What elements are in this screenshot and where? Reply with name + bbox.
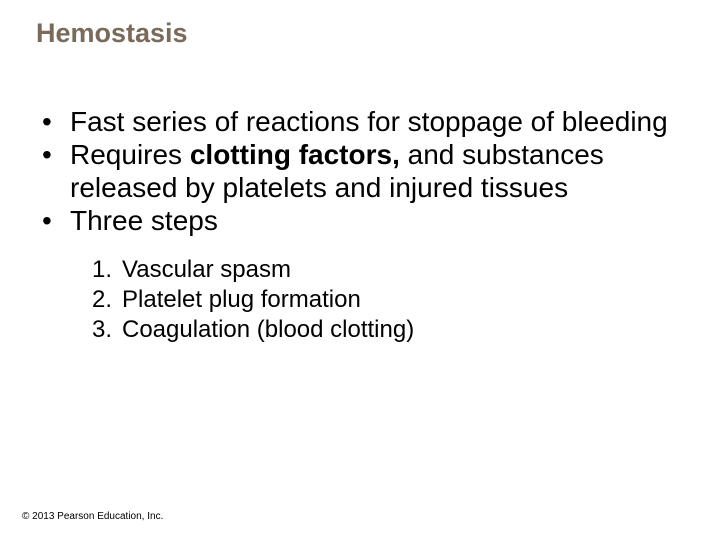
- bullet-text: Requires clotting factors, and substance…: [70, 138, 684, 204]
- bullet-pre: Three steps: [70, 205, 218, 236]
- bullet-marker: •: [36, 204, 70, 237]
- bullet-list: • Fast series of reactions for stoppage …: [36, 105, 684, 345]
- numbered-text: Platelet plug formation: [122, 285, 361, 315]
- numbered-label: 2.: [92, 285, 122, 315]
- bullet-text: Three steps: [70, 204, 684, 237]
- bullet-bold: clotting factors,: [190, 139, 400, 170]
- numbered-text: Coagulation (blood clotting): [122, 315, 414, 345]
- numbered-text: Vascular spasm: [122, 255, 291, 285]
- numbered-label: 1.: [92, 255, 122, 285]
- bullet-item: • Fast series of reactions for stoppage …: [36, 105, 684, 138]
- bullet-item: • Three steps: [36, 204, 684, 237]
- numbered-item: 3. Coagulation (blood clotting): [92, 315, 684, 345]
- numbered-label: 3.: [92, 315, 122, 345]
- bullet-marker: •: [36, 138, 70, 171]
- copyright-text: © 2013 Pearson Education, Inc.: [22, 511, 163, 522]
- bullet-pre: Requires: [70, 139, 190, 170]
- slide-title: Hemostasis: [36, 18, 684, 49]
- numbered-list: 1. Vascular spasm 2. Platelet plug forma…: [92, 255, 684, 345]
- bullet-marker: •: [36, 105, 70, 138]
- bullet-item: • Requires clotting factors, and substan…: [36, 138, 684, 204]
- bullet-text: Fast series of reactions for stoppage of…: [70, 105, 684, 138]
- bullet-pre: Fast series of reactions for stoppage of…: [70, 106, 668, 137]
- numbered-item: 2. Platelet plug formation: [92, 285, 684, 315]
- numbered-item: 1. Vascular spasm: [92, 255, 684, 285]
